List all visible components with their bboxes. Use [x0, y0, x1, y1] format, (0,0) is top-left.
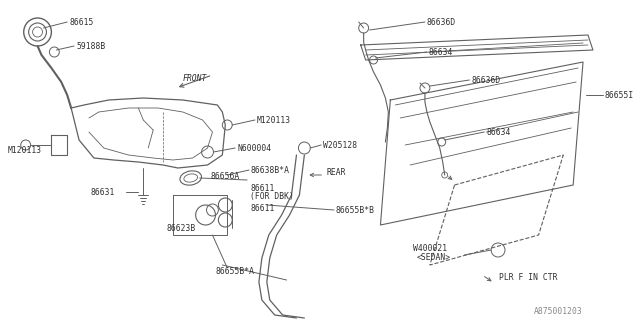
Text: 86656A: 86656A — [211, 172, 240, 180]
Text: 86615: 86615 — [69, 18, 93, 27]
Text: 86655B*A: 86655B*A — [216, 268, 255, 276]
Text: A875001203: A875001203 — [534, 308, 582, 316]
Text: 86611: 86611 — [250, 183, 275, 193]
Text: PLR F IN CTR: PLR F IN CTR — [499, 274, 557, 283]
Text: 86634: 86634 — [429, 47, 453, 57]
Text: 86611: 86611 — [250, 204, 275, 212]
Text: REAR: REAR — [326, 167, 346, 177]
Text: FRONT: FRONT — [183, 74, 207, 83]
Text: 86631: 86631 — [91, 188, 115, 196]
Text: 86636D: 86636D — [472, 76, 500, 84]
Text: <SEDAN>: <SEDAN> — [417, 253, 451, 262]
Text: 59188B: 59188B — [76, 42, 106, 51]
Text: W400021: W400021 — [413, 244, 447, 252]
Text: 86623B: 86623B — [166, 223, 195, 233]
Text: (FOR DBK): (FOR DBK) — [250, 191, 294, 201]
Text: 86634: 86634 — [486, 127, 511, 137]
Text: M120113: M120113 — [8, 146, 42, 155]
Text: W205128: W205128 — [323, 140, 357, 149]
Text: 86636D: 86636D — [427, 18, 456, 27]
Text: M120113: M120113 — [257, 116, 291, 124]
Text: 86638B*A: 86638B*A — [250, 165, 289, 174]
Text: 86655B*B: 86655B*B — [336, 205, 375, 214]
Text: 86655I: 86655I — [605, 91, 634, 100]
Text: N600004: N600004 — [237, 143, 271, 153]
